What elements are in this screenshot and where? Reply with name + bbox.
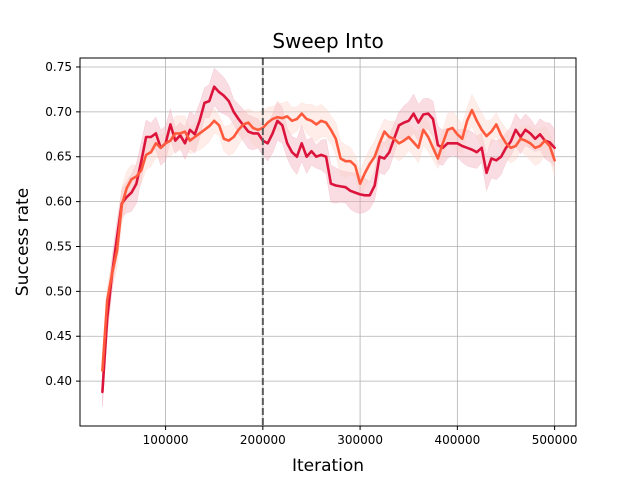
x-tick-label-1: 200000 [240, 433, 286, 447]
x-tick-label-3: 400000 [434, 433, 480, 447]
series-0-line [101, 85, 556, 394]
y-tick-label-2: 0.50 [45, 284, 72, 298]
y-tick-label-5: 0.65 [45, 150, 72, 164]
y-tick-label-0: 0.40 [45, 374, 72, 388]
x-tick-label-0: 100000 [143, 433, 189, 447]
series-lines [101, 85, 556, 394]
y-axis-ticks: 0.40 0.45 0.50 0.55 0.60 0.65 0.70 0.75 [45, 60, 80, 388]
y-tick-label-1: 0.45 [45, 329, 72, 343]
grid [80, 58, 576, 426]
confidence-bands [102, 67, 555, 407]
y-tick-label-7: 0.75 [45, 60, 72, 74]
chart-title: Sweep Into [272, 29, 383, 53]
plot-area-frame [79, 57, 577, 427]
x-tick-label-2: 300000 [337, 433, 383, 447]
y-axis-title: Success rate [13, 188, 33, 296]
x-axis-title: Iteration [292, 456, 364, 476]
x-tick-label-4: 500000 [532, 433, 578, 447]
y-tick-label-3: 0.55 [45, 239, 72, 253]
x-axis-ticks: 100000 200000 300000 400000 500000 [143, 426, 578, 447]
y-tick-label-6: 0.70 [45, 105, 72, 119]
series-1-band [102, 93, 555, 386]
series-1-line [101, 108, 556, 372]
y-tick-label-4: 0.60 [45, 195, 72, 209]
